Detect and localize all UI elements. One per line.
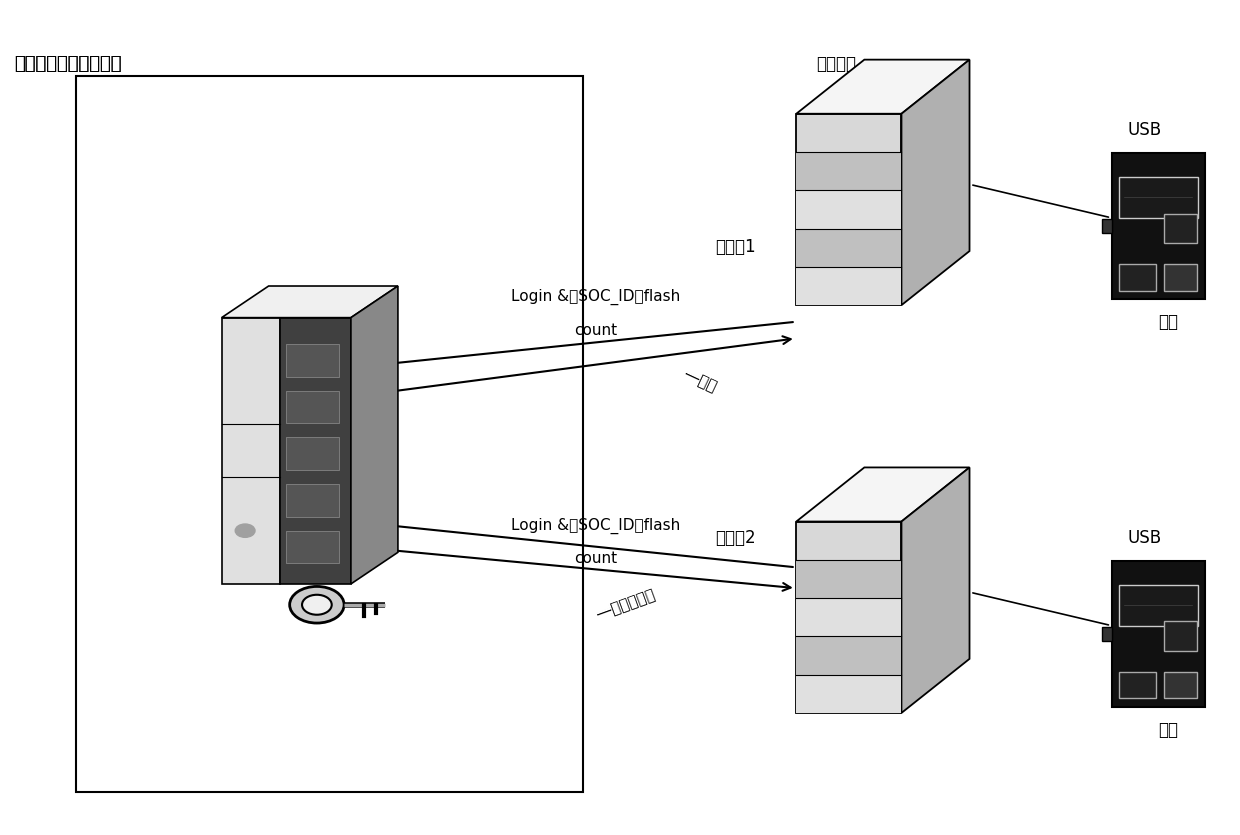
Text: 高维点2: 高维点2 bbox=[715, 529, 756, 547]
Bar bbox=[1112, 561, 1204, 706]
Text: 装备工具: 装备工具 bbox=[816, 55, 857, 73]
Bar bbox=[796, 675, 901, 713]
Polygon shape bbox=[796, 59, 970, 114]
Bar bbox=[1102, 627, 1112, 640]
Bar bbox=[286, 530, 340, 563]
Bar bbox=[1120, 672, 1157, 698]
Bar bbox=[1120, 265, 1157, 291]
Bar bbox=[1164, 621, 1197, 650]
Bar bbox=[1120, 584, 1198, 625]
Bar bbox=[796, 267, 901, 305]
Polygon shape bbox=[901, 468, 970, 713]
Circle shape bbox=[303, 595, 332, 615]
Polygon shape bbox=[796, 522, 901, 713]
Polygon shape bbox=[222, 317, 280, 584]
Text: count: count bbox=[574, 551, 616, 566]
Bar bbox=[796, 636, 901, 675]
Circle shape bbox=[290, 586, 343, 623]
Text: 高维点1: 高维点1 bbox=[715, 238, 756, 256]
Text: 终端: 终端 bbox=[1158, 313, 1178, 331]
Polygon shape bbox=[796, 114, 901, 305]
Bar bbox=[796, 152, 901, 190]
Text: count: count bbox=[574, 322, 616, 337]
Bar bbox=[796, 229, 901, 267]
Bar bbox=[76, 76, 583, 792]
Text: 后台服务器，拥有私鑰: 后台服务器，拥有私鑰 bbox=[14, 55, 122, 73]
Text: ―对应的证书: ―对应的证书 bbox=[595, 587, 657, 622]
Bar bbox=[1164, 265, 1197, 291]
Polygon shape bbox=[796, 468, 970, 522]
Polygon shape bbox=[280, 317, 351, 584]
Text: USB: USB bbox=[1127, 529, 1162, 547]
Polygon shape bbox=[901, 59, 970, 305]
Text: Login &送SOC_ID，flash: Login &送SOC_ID，flash bbox=[511, 289, 680, 305]
Text: USB: USB bbox=[1127, 121, 1162, 139]
Circle shape bbox=[236, 524, 255, 538]
Bar bbox=[1120, 177, 1198, 218]
Bar bbox=[286, 344, 340, 377]
Text: 后台服务器，拥有私鑰: 后台服务器，拥有私鑰 bbox=[14, 55, 122, 73]
Bar bbox=[286, 438, 340, 470]
Bar bbox=[1112, 154, 1204, 299]
Bar bbox=[796, 190, 901, 229]
Text: Login &送SOC_ID，flash: Login &送SOC_ID，flash bbox=[511, 518, 680, 534]
Polygon shape bbox=[222, 286, 398, 317]
Bar bbox=[1102, 220, 1112, 233]
Bar bbox=[796, 559, 901, 598]
Text: ―证书: ―证书 bbox=[682, 367, 719, 394]
Bar bbox=[286, 484, 340, 517]
Bar bbox=[1164, 214, 1197, 243]
Text: 终端: 终端 bbox=[1158, 721, 1178, 739]
Bar bbox=[1164, 672, 1197, 698]
Bar bbox=[796, 598, 901, 636]
Polygon shape bbox=[351, 286, 398, 584]
Bar bbox=[286, 391, 340, 423]
